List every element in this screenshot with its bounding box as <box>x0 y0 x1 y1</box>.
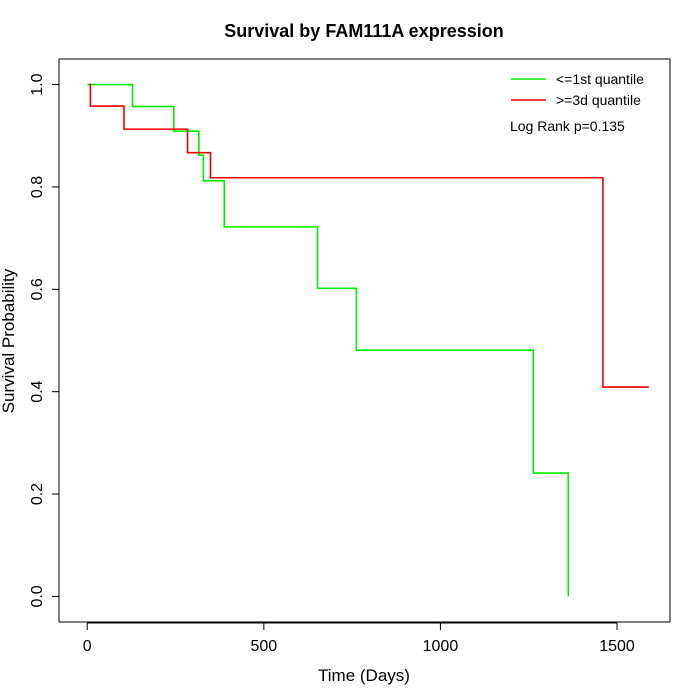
x-tick-label: 1500 <box>599 638 635 655</box>
y-tick-label: 0.6 <box>29 278 46 300</box>
legend-label-low: <=1st quantile <box>556 71 644 87</box>
y-axis-label: Survival Probability <box>0 268 18 413</box>
series-layer <box>87 83 649 597</box>
logrank-annotation: Log Rank p=0.135 <box>510 118 625 134</box>
x-axis-label: Time (Days) <box>318 666 410 685</box>
legend: <=1st quantile >=3d quantile <box>511 71 644 108</box>
x-axis: 0 500 1000 1500 <box>83 622 635 655</box>
y-tick-label: 0.0 <box>29 585 46 607</box>
y-tick-label: 0.4 <box>29 380 46 402</box>
x-tick-label: 0 <box>83 638 92 655</box>
series-high-expression-line <box>89 83 649 388</box>
chart-title: Survival by FAM111A expression <box>224 21 503 41</box>
y-tick-label: 1.0 <box>29 73 46 95</box>
legend-label-high: >=3d quantile <box>556 92 641 108</box>
y-tick-label: 0.8 <box>29 176 46 198</box>
y-axis: 0.0 0.2 0.4 0.6 0.8 1.0 <box>29 73 60 608</box>
x-tick-label: 1000 <box>423 638 459 655</box>
x-tick-label: 500 <box>250 638 277 655</box>
y-tick-label: 0.2 <box>29 483 46 505</box>
series-low-expression-line <box>87 83 570 597</box>
